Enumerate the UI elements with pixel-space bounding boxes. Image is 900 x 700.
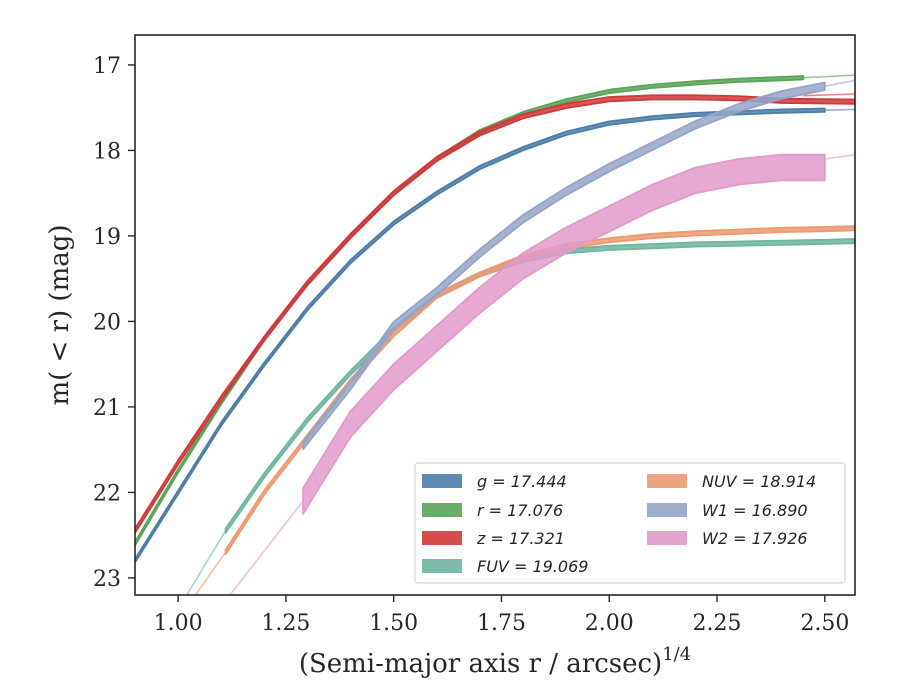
legend-box <box>414 462 846 584</box>
y-tick-label: 23 <box>93 567 121 592</box>
legend-swatch-g <box>422 474 462 488</box>
x-tick-label: 1.50 <box>369 611 418 636</box>
x-tick-label: 2.25 <box>693 611 742 636</box>
legend-swatch-w1 <box>647 503 687 517</box>
series-w2-extrapolation <box>229 500 304 595</box>
legend-label-r: r = 17.076 <box>477 501 563 520</box>
legend-label-z: z = 17.321 <box>476 529 565 548</box>
series-r-extrapolation <box>803 74 855 79</box>
x-tick-label: 2.50 <box>800 611 849 636</box>
legend-label-g: g = 17.444 <box>477 472 567 491</box>
legend-label-w2: W2 = 17.926 <box>702 529 808 548</box>
y-tick-label: 18 <box>93 139 121 164</box>
legend-swatch-nuv <box>647 474 687 488</box>
legend-swatch-r <box>422 503 462 517</box>
x-tick-label: 1.75 <box>477 611 526 636</box>
series-fuv-extrapolation <box>186 530 227 595</box>
series-z-extrapolation <box>803 93 855 97</box>
series-g <box>135 107 855 564</box>
x-axis-label-superscript: 1/4 <box>662 644 691 665</box>
x-axis: 1.00 1.25 1.50 1.75 2.00 2.25 2.50 <box>154 595 849 636</box>
series-w2-extrapolation <box>824 153 855 160</box>
series-nuv <box>194 225 855 595</box>
series-nuv-band <box>224 225 855 556</box>
series-w1-extrapolation <box>824 79 855 88</box>
y-axis-label: m( < r) (mag) <box>45 224 75 405</box>
plot-frame <box>134 34 856 596</box>
series-z-band <box>135 94 855 534</box>
series-w2 <box>229 153 855 595</box>
series-z <box>135 93 855 534</box>
series-w1 <box>302 79 855 451</box>
series-w2-band <box>302 153 826 515</box>
y-tick-label: 19 <box>93 225 121 250</box>
series-g-band <box>135 107 826 564</box>
y-tick-label: 17 <box>93 54 121 79</box>
x-axis-label: (Semi-major axis r / arcsec)1/4 <box>299 644 691 679</box>
x-tick-label: 1.25 <box>261 611 310 636</box>
y-tick-label: 22 <box>93 481 121 506</box>
series-w1-band <box>302 81 826 451</box>
y-axis: 17 18 19 20 21 22 23 <box>93 54 135 592</box>
legend-label-nuv: NUV = 18.914 <box>702 472 816 491</box>
x-axis-label-main: (Semi-major axis r / arcsec) <box>299 649 662 679</box>
series-nuv-extrapolation <box>194 551 227 595</box>
legend: g = 17.444 r = 17.076 z = 17.321 FUV = 19.0… <box>414 462 846 584</box>
x-tick-label: 2.00 <box>585 611 634 636</box>
y-tick-label: 21 <box>93 396 121 421</box>
series-layer <box>135 74 855 595</box>
legend-label-fuv: FUV = 19.069 <box>477 557 588 576</box>
legend-swatch-w2 <box>647 531 687 545</box>
y-tick-label: 20 <box>93 310 121 335</box>
x-tick-label: 1.00 <box>154 611 203 636</box>
legend-swatch-z <box>422 531 462 545</box>
legend-swatch-fuv <box>422 559 462 573</box>
series-g-extrapolation <box>824 108 855 111</box>
legend-label-w1: W1 = 16.890 <box>702 501 808 520</box>
